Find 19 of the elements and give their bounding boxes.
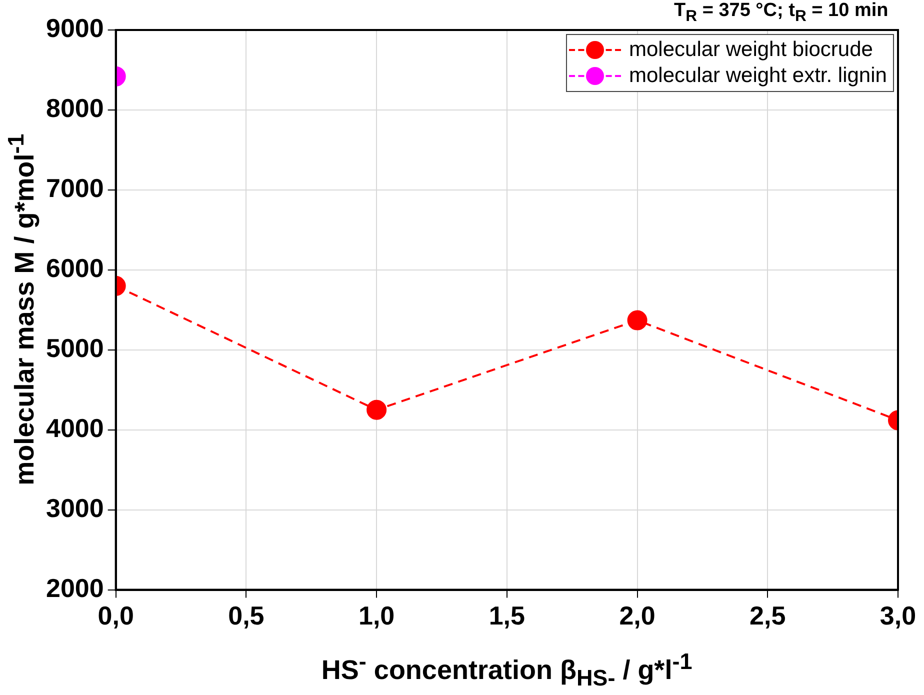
y-tick-label: 7000 xyxy=(46,173,104,204)
y-tick-label: 3000 xyxy=(46,493,104,523)
x-tick-label: 0,0 xyxy=(98,600,134,631)
x-tick-label: 0,5 xyxy=(228,600,264,631)
y-tick-label: 2000 xyxy=(46,572,104,603)
y-tick-label: 6000 xyxy=(46,253,104,284)
legend-label: molecular weight biocrude xyxy=(629,38,873,62)
x-axis-title: HS$^{-}$ concentration β$_{HS-}$ / g*l$^{-1}$ xyxy=(321,649,692,692)
x-tick-label: 3,0 xyxy=(880,600,916,631)
y-tick-label: 4000 xyxy=(46,413,104,444)
x-tick-label: 1,0 xyxy=(358,600,395,631)
x-tick-label: 2,5 xyxy=(750,600,786,631)
y-tick-label: 9000 xyxy=(46,13,104,44)
y-tick-label: 5000 xyxy=(46,333,104,364)
x-tick-label: 1,5 xyxy=(488,600,525,631)
x-tick-label: 2,0 xyxy=(619,600,656,631)
y-tick-label: 8000 xyxy=(46,93,104,124)
legend-label: molecular weight extr. lignin xyxy=(629,64,887,88)
chart-title: T$_{R}$ = 375 °C; t$_{R}$ = 10 min xyxy=(674,0,888,26)
